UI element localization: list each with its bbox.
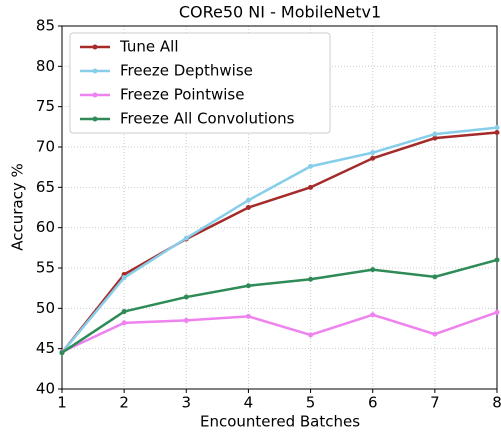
legend-box: [69, 32, 331, 134]
point: [494, 309, 500, 315]
chart-title: CORe50 NI - MobileNetv1: [179, 3, 381, 22]
point: [183, 317, 189, 323]
plot-frame: [61, 25, 498, 390]
x-tick-label: 3: [182, 394, 192, 412]
point: [245, 205, 251, 210]
y-tick-label: 65: [36, 178, 55, 196]
point: [121, 309, 127, 315]
x-tick-label: 8: [492, 394, 501, 412]
y-tick-label: 50: [36, 299, 55, 317]
y-tick-label: 55: [36, 259, 55, 277]
x-tick-label: 1: [57, 394, 67, 412]
x-axis-label: Encountered Batches: [200, 413, 360, 431]
x-tick-label: 6: [368, 394, 378, 412]
point: [59, 350, 65, 356]
point: [432, 135, 438, 141]
point: [121, 320, 127, 326]
point: [432, 131, 438, 137]
legend-label: Tune All: [119, 38, 179, 56]
legend-marker: [92, 92, 98, 98]
y-tick-label: 60: [36, 218, 55, 236]
y-tick-label: 80: [36, 57, 55, 75]
point: [370, 155, 376, 161]
legend-marker: [92, 116, 98, 122]
point: [308, 332, 314, 338]
point: [245, 313, 251, 319]
point: [432, 331, 438, 337]
legend-label: Freeze Depthwise: [120, 62, 253, 80]
legend-marker: [92, 44, 98, 50]
point: [370, 312, 376, 318]
point: [245, 197, 251, 203]
point: [494, 257, 500, 263]
series-line: [61, 126, 498, 354]
y-tick-label: 40: [36, 380, 55, 398]
x-tick-label: 4: [244, 394, 254, 412]
y-tick-label: 45: [36, 339, 55, 357]
series-line: [61, 258, 498, 354]
point: [494, 125, 500, 131]
point: [432, 274, 438, 280]
legend-marker: [92, 68, 98, 74]
point: [121, 275, 127, 281]
y-tick-label: 85: [36, 17, 55, 35]
point: [183, 294, 189, 300]
legend-label: Freeze Pointwise: [120, 86, 244, 104]
legend-label: Freeze All Convolutions: [120, 110, 295, 128]
point: [370, 150, 376, 156]
point: [370, 267, 376, 273]
x-tick-label: 5: [306, 394, 316, 412]
series-line: [61, 311, 498, 354]
y-tick-label: 75: [36, 97, 55, 115]
point: [245, 283, 251, 289]
x-tick-label: 2: [119, 394, 129, 412]
y-tick-label: 70: [36, 138, 55, 156]
series-line: [61, 131, 498, 354]
x-tick-label: 7: [430, 394, 440, 412]
point: [183, 235, 189, 241]
point: [494, 129, 500, 135]
point: [308, 184, 314, 190]
point: [308, 276, 314, 282]
y-axis-label: Accuracy %: [9, 163, 27, 251]
point: [308, 163, 314, 169]
